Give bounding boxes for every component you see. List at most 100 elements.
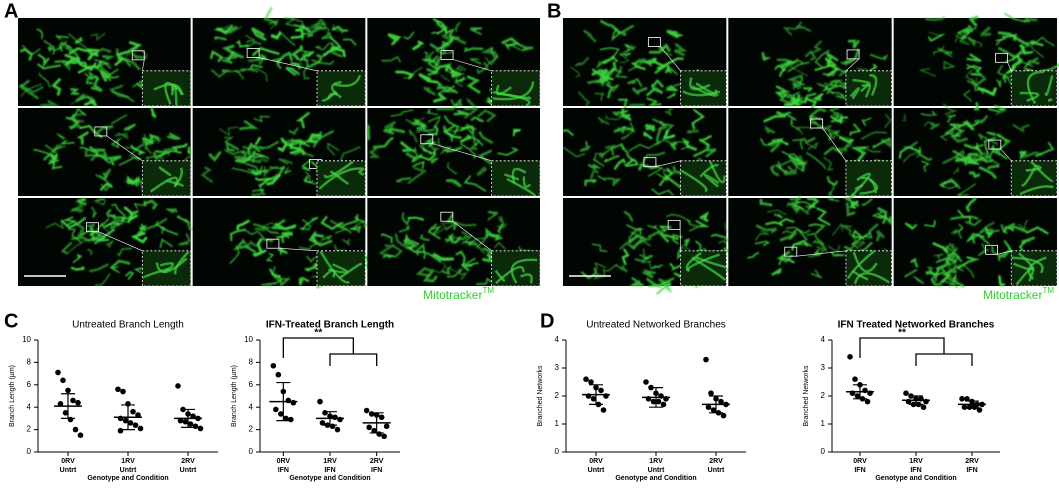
mitochondrion (835, 113, 843, 122)
y-tick-label: 4 (249, 402, 254, 411)
mitochondrion (454, 78, 466, 84)
mitochondrion (816, 207, 831, 226)
mitochondrion (464, 98, 479, 119)
mitochondrion (58, 41, 72, 52)
roi-line (452, 220, 492, 252)
mitochondrion (710, 233, 731, 244)
mitochondrion (765, 221, 783, 226)
mitochondrion (251, 165, 278, 174)
mitochondrion (967, 36, 977, 47)
mitochondrion (629, 234, 647, 243)
stain-name: Mitotracker (423, 288, 482, 302)
inset-mito (1044, 75, 1054, 97)
inset-mito (358, 169, 365, 176)
mitochondrion (291, 45, 304, 59)
mitochondrion (463, 257, 479, 266)
mitochondrion (816, 82, 830, 90)
mitochondrion (785, 226, 811, 234)
mitochondrion (487, 210, 499, 221)
mitochondrion (1039, 62, 1059, 73)
mitochondrion (808, 246, 826, 258)
data-point (65, 387, 71, 394)
mitochondrion (806, 232, 825, 245)
inset-mito (495, 265, 525, 285)
mitochondrion (229, 228, 246, 242)
mitochondrion (429, 40, 451, 51)
chart-title: Untreated Branch Length (72, 320, 184, 331)
mitochondrion (94, 58, 112, 69)
mitochondrion (996, 79, 1002, 88)
mitochondrion (39, 100, 61, 108)
mitochondrion (778, 254, 793, 266)
x-tick-label: IFN (910, 467, 921, 474)
mitochondrion (315, 42, 330, 51)
mitochondrion (963, 89, 973, 102)
mitochondrion (861, 117, 872, 127)
x-tick-label: 1RV (909, 458, 923, 465)
mitochondrion (303, 175, 313, 184)
mitochondrion (447, 162, 457, 175)
y-tick-label: 2 (555, 391, 560, 400)
data-point (650, 398, 657, 405)
inset-mito (685, 251, 702, 273)
data-point (964, 396, 970, 402)
mitochondrion (302, 65, 310, 80)
y-tick-label: 0 (555, 447, 560, 456)
mitochondrion (783, 111, 797, 121)
mitochondrion (1025, 57, 1040, 68)
data-point (366, 424, 372, 431)
mitochondrion (430, 254, 450, 262)
mitochondrion (812, 239, 828, 252)
roi-line (1000, 148, 1012, 161)
mitochondrion (60, 241, 73, 255)
data-point (655, 398, 662, 405)
inset-mito (852, 251, 878, 273)
micrograph (367, 98, 541, 198)
roi-box (246, 48, 260, 58)
mitochondrion (847, 39, 860, 49)
mitochondrion (281, 231, 294, 238)
mitochondrion (925, 267, 947, 276)
mitochondrion (417, 149, 436, 161)
mitochondrion (659, 167, 674, 187)
y-tick-label: 0 (27, 447, 32, 456)
mitochondrion (342, 238, 351, 246)
mitochondrion (627, 78, 643, 87)
mitochondrion (372, 137, 394, 149)
mitochondrion (788, 155, 806, 166)
mitochondrion (77, 131, 89, 145)
mitochondrion (777, 161, 782, 170)
mitochondrion (463, 175, 487, 192)
inset-mito (853, 272, 890, 285)
mitochondrion (421, 146, 436, 155)
mitochondrion (283, 231, 293, 239)
mitochondrion (621, 125, 634, 134)
mitochondrion (301, 131, 322, 146)
mitochondrion (968, 171, 981, 179)
mitochondrion (95, 174, 112, 187)
mitochondrion (45, 221, 64, 230)
roi-line (432, 143, 492, 162)
y-tick-label: 1 (555, 419, 560, 428)
mitochondrion (497, 147, 519, 156)
mitochondrion (250, 64, 263, 69)
data-point (62, 410, 69, 416)
mitochondrion (87, 249, 93, 256)
micrograph (893, 12, 1059, 107)
mitochondrion (977, 87, 997, 97)
mitochondrion (476, 277, 496, 285)
mitochondrion (178, 233, 191, 246)
mitochondrion (664, 108, 673, 117)
inset-mito (703, 173, 720, 188)
mitochondrion (272, 278, 287, 285)
roi-line (106, 135, 143, 162)
inset-mito (339, 262, 362, 279)
mitochondrion (459, 142, 477, 159)
mitochondrion (447, 35, 467, 46)
mitochondrion (605, 83, 615, 99)
mitochondrion (1033, 36, 1055, 47)
inset-mito (173, 250, 190, 275)
mitochondrion (997, 31, 1029, 46)
mitochondrion (380, 233, 393, 244)
roi-line (845, 58, 860, 72)
